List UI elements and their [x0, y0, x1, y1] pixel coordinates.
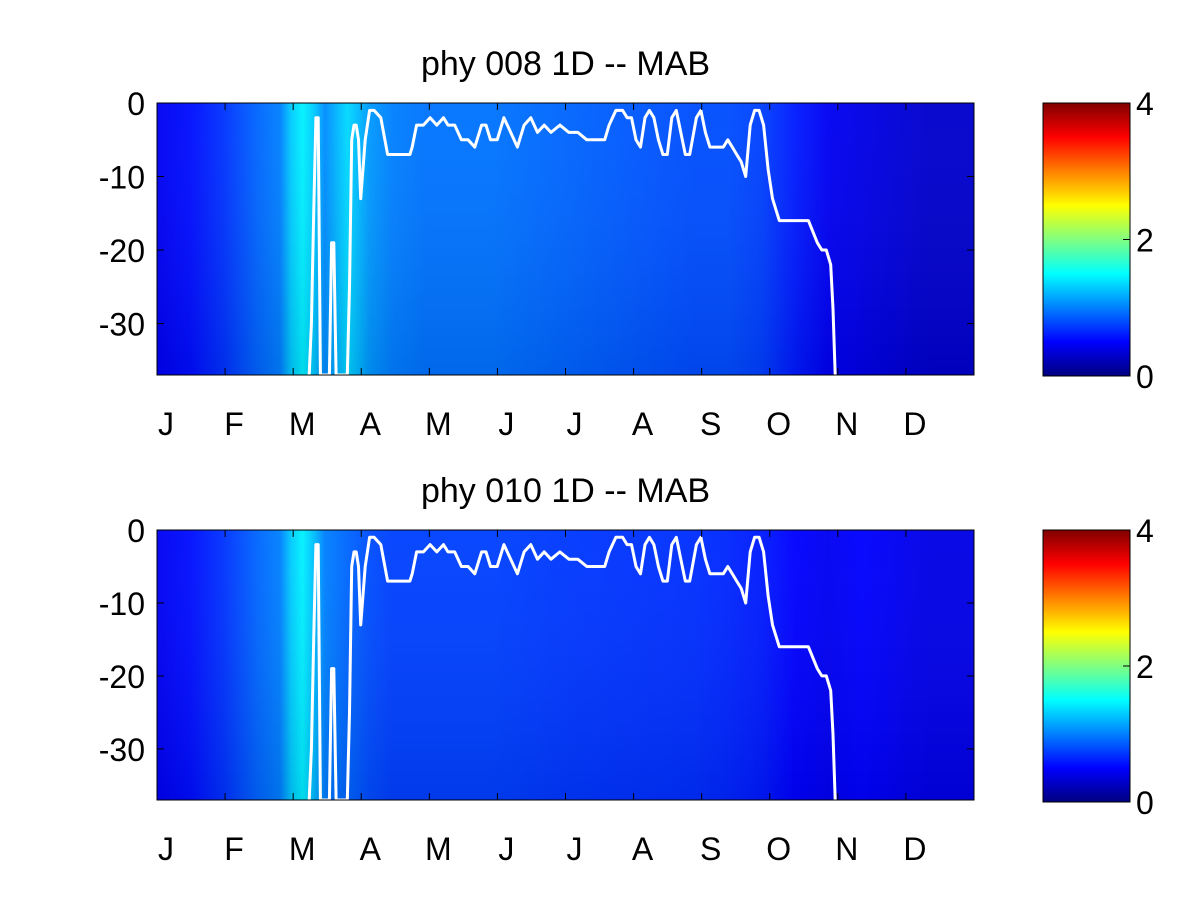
y-tick-label: 0 — [127, 513, 145, 549]
x-tick-label: O — [766, 406, 791, 442]
heatmap-depth-shading — [157, 530, 974, 800]
y-tick-label: -10 — [99, 160, 145, 196]
x-tick-label: J — [498, 406, 514, 442]
x-tick-label: J — [498, 831, 514, 867]
x-tick-label: S — [700, 831, 721, 867]
y-tick-label: -20 — [99, 659, 145, 695]
x-tick-label: M — [425, 406, 452, 442]
mixed-layer-depth-line — [307, 108, 837, 377]
panel-phy-008: phy 008 1D -- MAB 0 -10 -20 -30 J F M A M J J A S O N D 0… — [99, 45, 1154, 442]
y-tick-label: 0 — [127, 86, 145, 122]
colorbar — [1042, 529, 1131, 803]
colorbar-tick-label: 4 — [1136, 86, 1154, 122]
x-tick-label: S — [700, 406, 721, 442]
colorbar-tick-label: 0 — [1136, 359, 1154, 395]
x-tick-label: J — [567, 831, 583, 867]
chart-title: phy 010 1D -- MAB — [421, 472, 710, 510]
x-tick-label: M — [425, 831, 452, 867]
colorbar-tick-label: 2 — [1136, 223, 1154, 259]
chart-title: phy 008 1D -- MAB — [421, 45, 710, 83]
x-tick-label: A — [360, 406, 382, 442]
x-tick-label: N — [835, 831, 858, 867]
x-tick-label: A — [632, 831, 654, 867]
x-tick-label: J — [158, 406, 174, 442]
x-tick-label: N — [835, 406, 858, 442]
heatmap-depth-shading — [157, 103, 974, 375]
colorbar-tick-label: 2 — [1136, 649, 1154, 685]
y-tick-label: -20 — [99, 233, 145, 269]
x-tick-label: A — [632, 406, 654, 442]
x-tick-label: D — [903, 406, 926, 442]
mixed-layer-depth-line — [307, 535, 837, 802]
x-tick-label: F — [224, 406, 244, 442]
x-tick-label: A — [360, 831, 382, 867]
colorbar — [1042, 102, 1131, 377]
x-tick-label: J — [567, 406, 583, 442]
y-tick-label: -10 — [99, 586, 145, 622]
colorbar-tick-label: 0 — [1136, 785, 1154, 821]
x-tick-label: F — [224, 831, 244, 867]
panel-phy-010: phy 010 1D -- MAB 0 -10 -20 -30 J F M A M J J A S O N D 0… — [99, 472, 1154, 867]
x-tick-label: J — [158, 831, 174, 867]
x-tick-label: M — [289, 831, 316, 867]
y-tick-label: -30 — [99, 732, 145, 768]
x-tick-label: D — [903, 831, 926, 867]
x-tick-label: M — [289, 406, 316, 442]
y-tick-label: -30 — [99, 307, 145, 343]
x-tick-label: O — [766, 831, 791, 867]
colorbar-tick-label: 4 — [1136, 513, 1154, 549]
